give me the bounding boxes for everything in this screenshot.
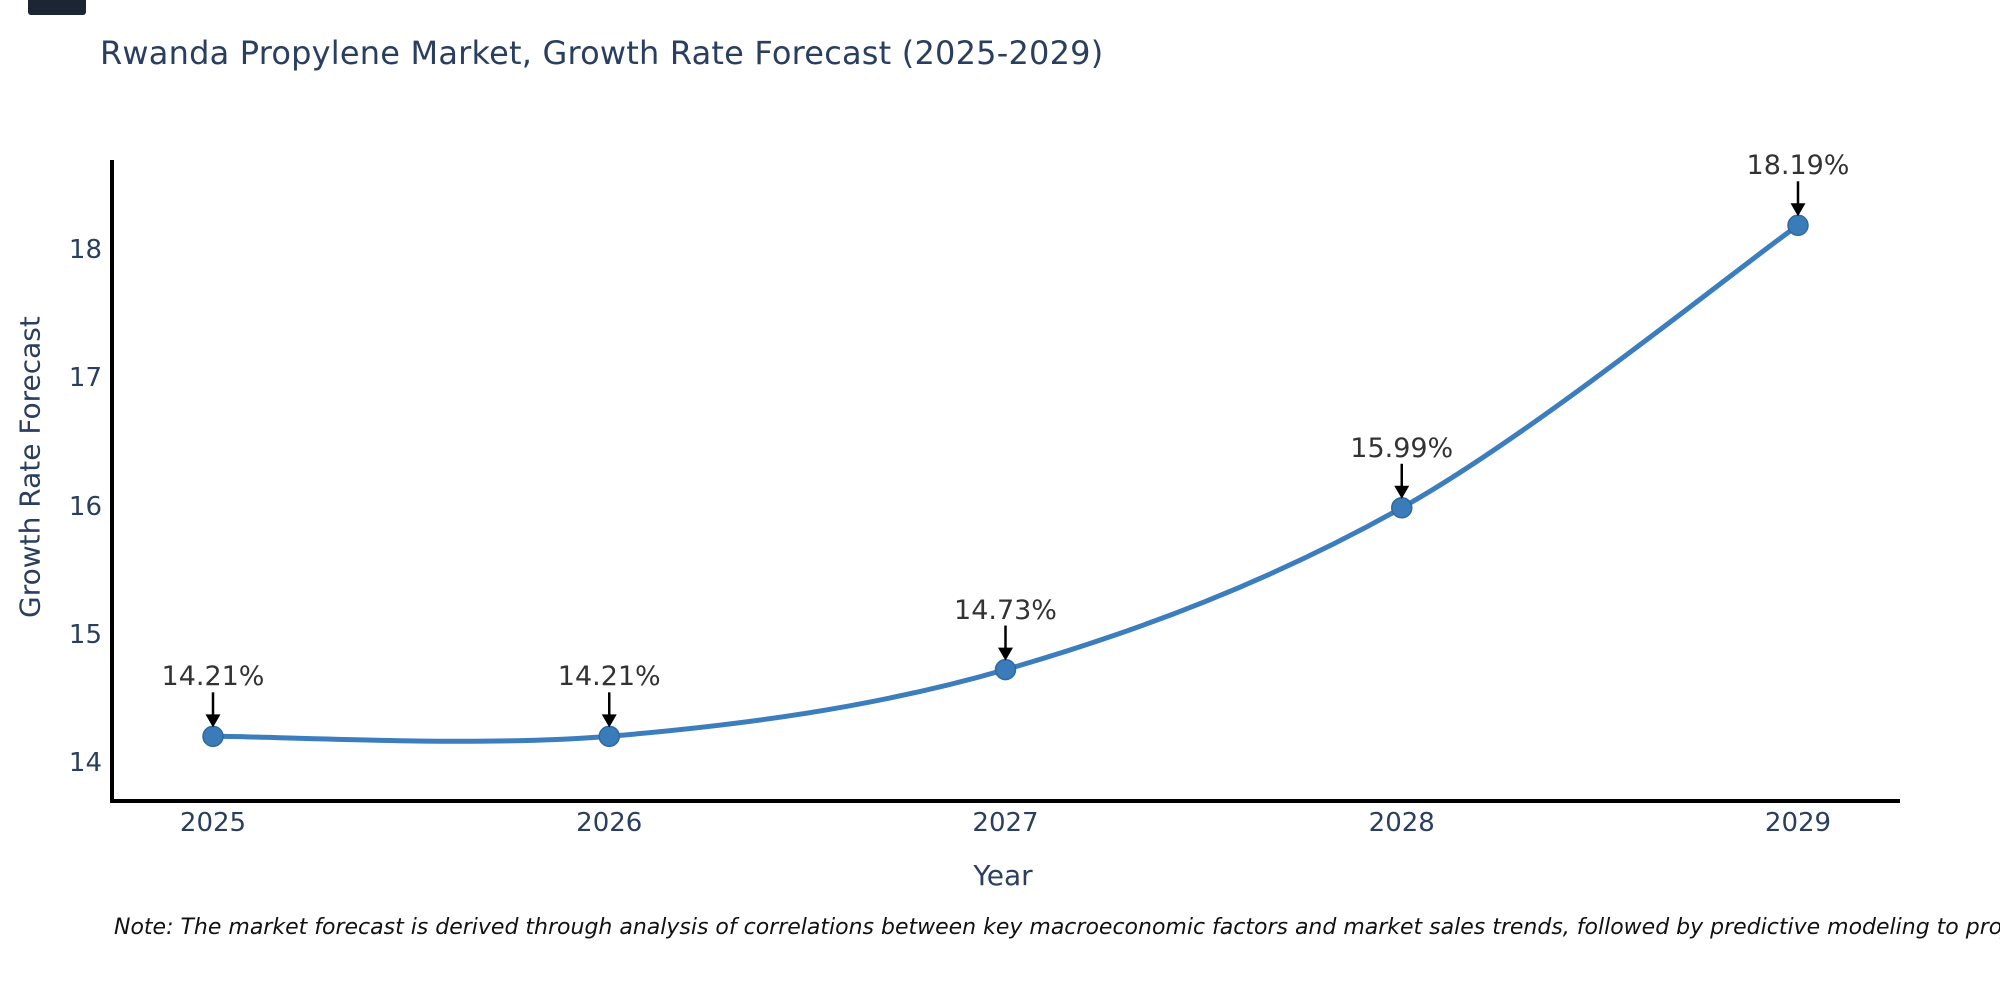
footnote: Note: The market forecast is derived thr… [114,915,2000,940]
y-tick-label-18: 18 [68,234,102,265]
annotation-arrowhead [601,714,617,728]
y-axis-title: Growth Rate Forecast [13,316,47,619]
y-tick-label-15: 15 [68,619,102,650]
annotation-arrowhead [1790,203,1806,217]
x-tick-label-2027: 2027 [972,808,1039,838]
annotation-arrows [205,181,1806,728]
data-point-2029[interactable] [1787,214,1809,237]
x-axis-title: Year [973,859,1033,892]
forecast-line-series [202,214,1809,748]
data-point-2025[interactable] [202,725,224,748]
y-tick-label-17: 17 [68,363,102,394]
window-artifact [28,0,86,15]
point-value-label-2028: 15.99% [1350,432,1454,464]
x-tick-label-2025: 2025 [179,808,247,838]
point-value-label-2026: 14.21% [557,661,661,693]
chart-title: Rwanda Propylene Market, Growth Rate For… [100,34,1104,72]
data-point-2027[interactable] [994,658,1017,681]
annotation-arrowhead [1394,485,1410,499]
y-tick-label-16: 16 [68,491,102,522]
data-point-2026[interactable] [598,725,620,748]
y-tick-label-14: 14 [68,748,102,779]
axes [110,160,1900,803]
point-value-label-2027: 14.73% [954,594,1057,626]
point-value-label-2025: 14.21% [161,661,265,693]
point-value-label-2029: 18.19% [1746,150,1850,182]
data-point-2028[interactable] [1391,497,1413,519]
annotation-arrowhead [205,714,221,728]
annotation-arrowhead [998,647,1013,661]
x-tick-label-2028: 2028 [1368,808,1435,838]
x-tick-label-2029: 2029 [1764,808,1832,838]
x-tick-label-2026: 2026 [576,808,643,838]
